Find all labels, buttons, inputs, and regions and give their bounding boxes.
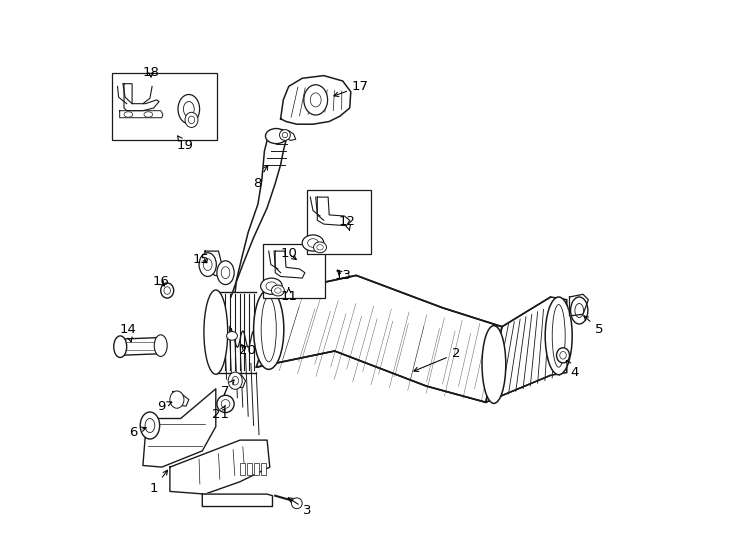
Text: 20: 20 <box>239 345 255 357</box>
Ellipse shape <box>272 285 284 296</box>
Ellipse shape <box>552 305 565 367</box>
Text: 3: 3 <box>288 498 312 517</box>
Polygon shape <box>205 251 231 276</box>
Text: 6: 6 <box>129 426 146 438</box>
Ellipse shape <box>280 130 291 140</box>
Polygon shape <box>231 374 245 388</box>
Ellipse shape <box>570 297 588 324</box>
Text: 11: 11 <box>280 288 297 303</box>
Text: 14: 14 <box>120 323 137 342</box>
Ellipse shape <box>228 372 242 389</box>
Bar <box>307 190 371 254</box>
Bar <box>254 463 259 475</box>
Ellipse shape <box>266 282 277 291</box>
Ellipse shape <box>261 297 276 362</box>
Ellipse shape <box>161 283 174 298</box>
Ellipse shape <box>204 290 228 374</box>
Polygon shape <box>124 84 159 111</box>
Polygon shape <box>256 275 502 402</box>
Bar <box>112 73 217 140</box>
Polygon shape <box>275 251 305 278</box>
Bar <box>261 463 266 475</box>
Ellipse shape <box>291 498 302 509</box>
Text: 12: 12 <box>338 215 355 231</box>
Ellipse shape <box>482 326 506 403</box>
Ellipse shape <box>178 94 200 124</box>
Ellipse shape <box>556 348 570 363</box>
Ellipse shape <box>227 332 237 340</box>
Ellipse shape <box>145 418 155 433</box>
Ellipse shape <box>217 395 234 413</box>
Text: 9: 9 <box>158 400 172 413</box>
Polygon shape <box>282 130 296 140</box>
Polygon shape <box>170 440 270 494</box>
Ellipse shape <box>560 352 566 359</box>
Polygon shape <box>172 392 189 406</box>
Ellipse shape <box>164 287 170 294</box>
Polygon shape <box>143 389 216 467</box>
Ellipse shape <box>232 376 239 385</box>
Ellipse shape <box>275 288 281 293</box>
Ellipse shape <box>313 242 327 253</box>
Text: 13: 13 <box>334 269 351 282</box>
Ellipse shape <box>221 400 230 408</box>
Text: 15: 15 <box>192 253 209 266</box>
Ellipse shape <box>545 297 573 375</box>
Ellipse shape <box>154 335 167 356</box>
Ellipse shape <box>308 239 319 247</box>
Text: 19: 19 <box>177 136 194 152</box>
Ellipse shape <box>188 116 195 124</box>
Ellipse shape <box>217 261 234 285</box>
Polygon shape <box>203 494 272 507</box>
Ellipse shape <box>575 303 584 318</box>
Ellipse shape <box>282 132 288 138</box>
Text: 2: 2 <box>414 347 460 372</box>
Ellipse shape <box>304 85 327 115</box>
Ellipse shape <box>184 102 195 117</box>
Ellipse shape <box>310 93 321 107</box>
Text: 1: 1 <box>150 470 167 495</box>
Text: 18: 18 <box>142 66 159 79</box>
Ellipse shape <box>261 278 282 294</box>
Bar <box>264 244 325 298</box>
Ellipse shape <box>317 245 323 250</box>
Bar <box>240 463 245 475</box>
Polygon shape <box>570 294 589 316</box>
Text: 7: 7 <box>221 380 234 398</box>
Ellipse shape <box>114 336 127 357</box>
Ellipse shape <box>221 267 230 279</box>
Polygon shape <box>120 111 163 118</box>
Ellipse shape <box>199 253 217 276</box>
Polygon shape <box>120 338 161 355</box>
Bar <box>247 463 252 475</box>
Text: 16: 16 <box>152 275 169 288</box>
Polygon shape <box>317 197 349 226</box>
Ellipse shape <box>140 412 159 439</box>
Polygon shape <box>231 140 286 297</box>
Text: 5: 5 <box>584 316 603 336</box>
Text: 4: 4 <box>567 361 579 379</box>
Ellipse shape <box>254 289 284 369</box>
Ellipse shape <box>124 112 133 117</box>
Polygon shape <box>216 292 280 373</box>
Ellipse shape <box>144 112 153 117</box>
Ellipse shape <box>302 235 324 251</box>
Ellipse shape <box>203 259 212 271</box>
Text: 17: 17 <box>334 80 369 97</box>
Ellipse shape <box>170 391 184 408</box>
Text: 10: 10 <box>280 247 297 260</box>
Polygon shape <box>486 297 567 402</box>
Text: 21: 21 <box>211 406 228 421</box>
Ellipse shape <box>266 129 287 144</box>
Text: 8: 8 <box>252 165 268 190</box>
Ellipse shape <box>185 112 198 127</box>
Polygon shape <box>280 76 351 124</box>
